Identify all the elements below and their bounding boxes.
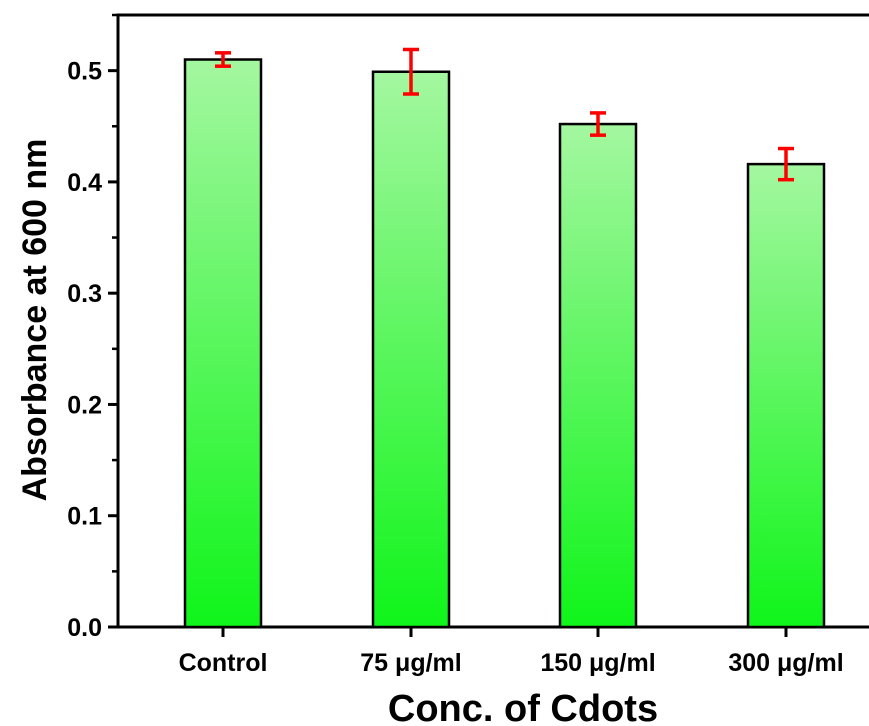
y-tick-label: 0.5 [67, 58, 102, 86]
bar [183, 58, 263, 629]
bar [746, 162, 826, 629]
y-tick-label: 0.1 [67, 503, 102, 531]
bar [371, 70, 451, 629]
y-tick-label: 0.3 [67, 280, 102, 308]
y-axis-title: Absorbance at 600 nm [16, 139, 54, 502]
x-axis-title: Conc. of Cdots [388, 688, 658, 726]
x-tick-label: 75 μg/ml [360, 649, 461, 677]
y-tick-label: 0.4 [67, 169, 102, 197]
x-tick-label: Control [179, 649, 268, 677]
x-tick-label: 300 μg/ml [728, 649, 843, 677]
bar [558, 122, 638, 629]
y-tick-label: 0.2 [67, 391, 102, 419]
x-tick-label: 150 μg/ml [540, 649, 655, 677]
y-tick-label: 0.0 [67, 614, 102, 642]
